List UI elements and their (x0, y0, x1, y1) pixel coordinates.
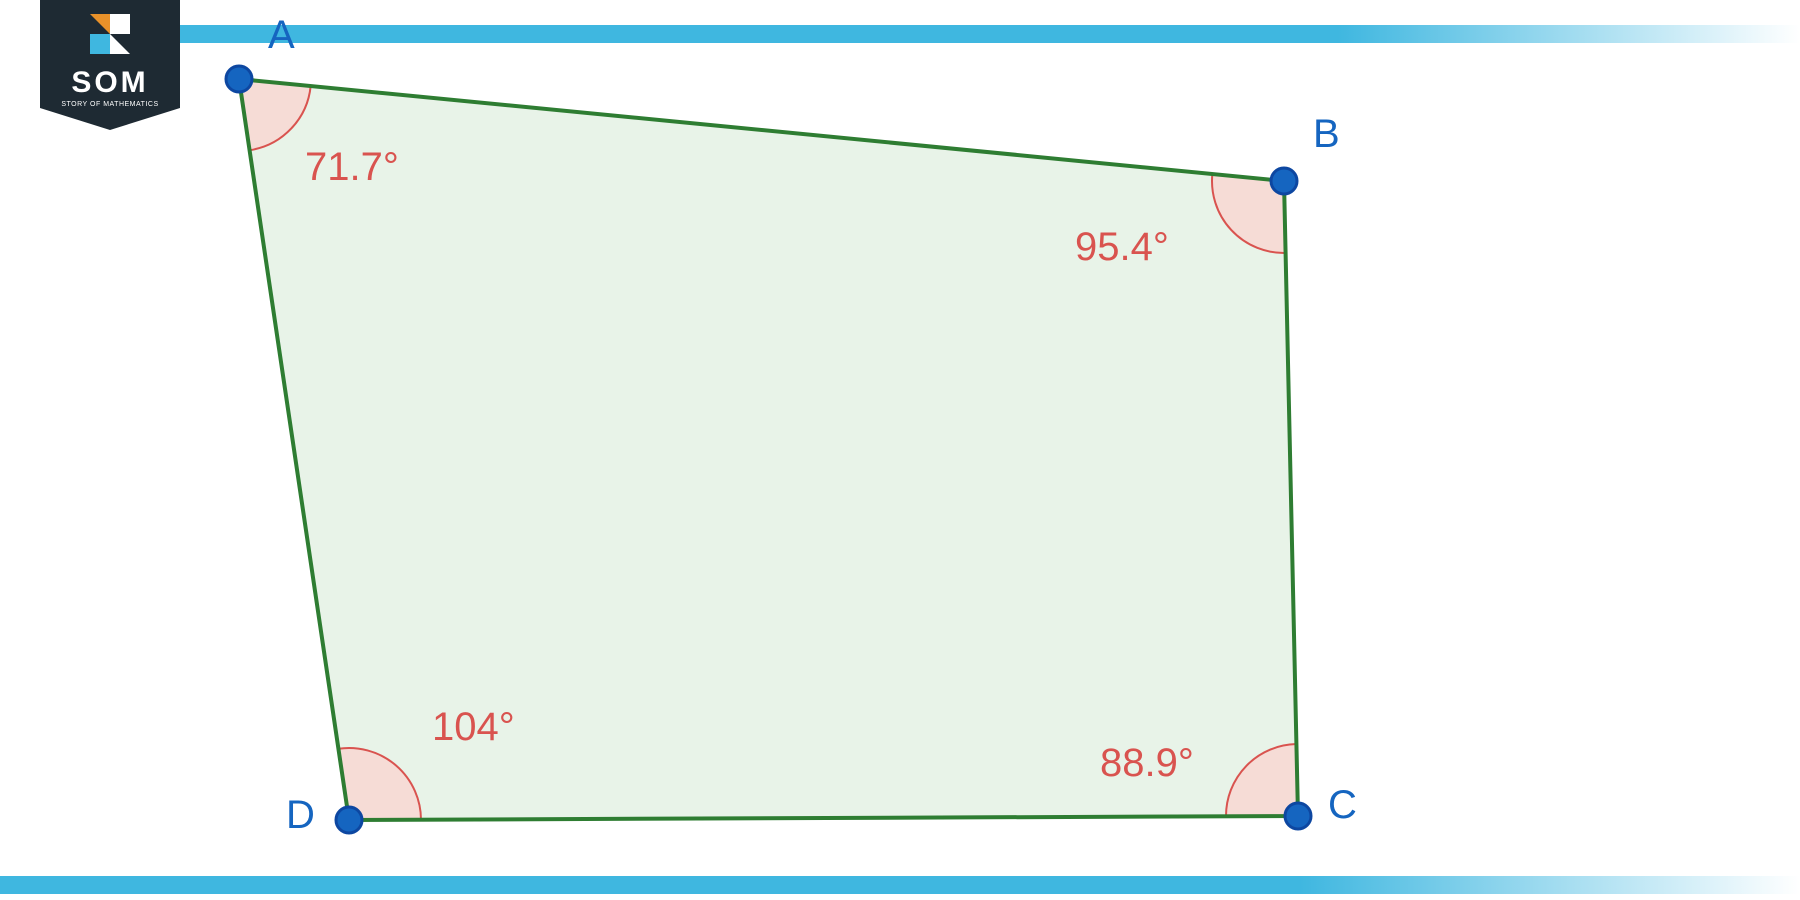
vertex-a-label: A (268, 13, 295, 57)
angle-b-value: 95.4° (1075, 225, 1169, 269)
logo-subtitle: STORY OF MATHEMATICS (61, 101, 158, 108)
quadrilateral-fill (239, 79, 1298, 820)
angle-a-value: 71.7° (305, 145, 399, 189)
angle-c-value: 88.9° (1100, 741, 1194, 785)
bottom-accent-bar (0, 876, 1800, 894)
vertex-a-dot (226, 66, 252, 92)
logo-icon (110, 14, 130, 34)
vertex-d-dot (336, 807, 362, 833)
vertex-c-label: C (1328, 783, 1357, 827)
vertex-b-dot (1271, 168, 1297, 194)
logo: SOM STORY OF MATHEMATICS (40, 0, 180, 130)
vertex-b-label: B (1313, 112, 1340, 156)
vertex-d-label: D (286, 793, 315, 837)
logo-text: SOM (71, 66, 148, 99)
angle-d-value: 104° (432, 705, 515, 749)
logo-icon (90, 34, 110, 54)
top-accent-bar (138, 25, 1800, 43)
vertex-c-dot (1285, 803, 1311, 829)
